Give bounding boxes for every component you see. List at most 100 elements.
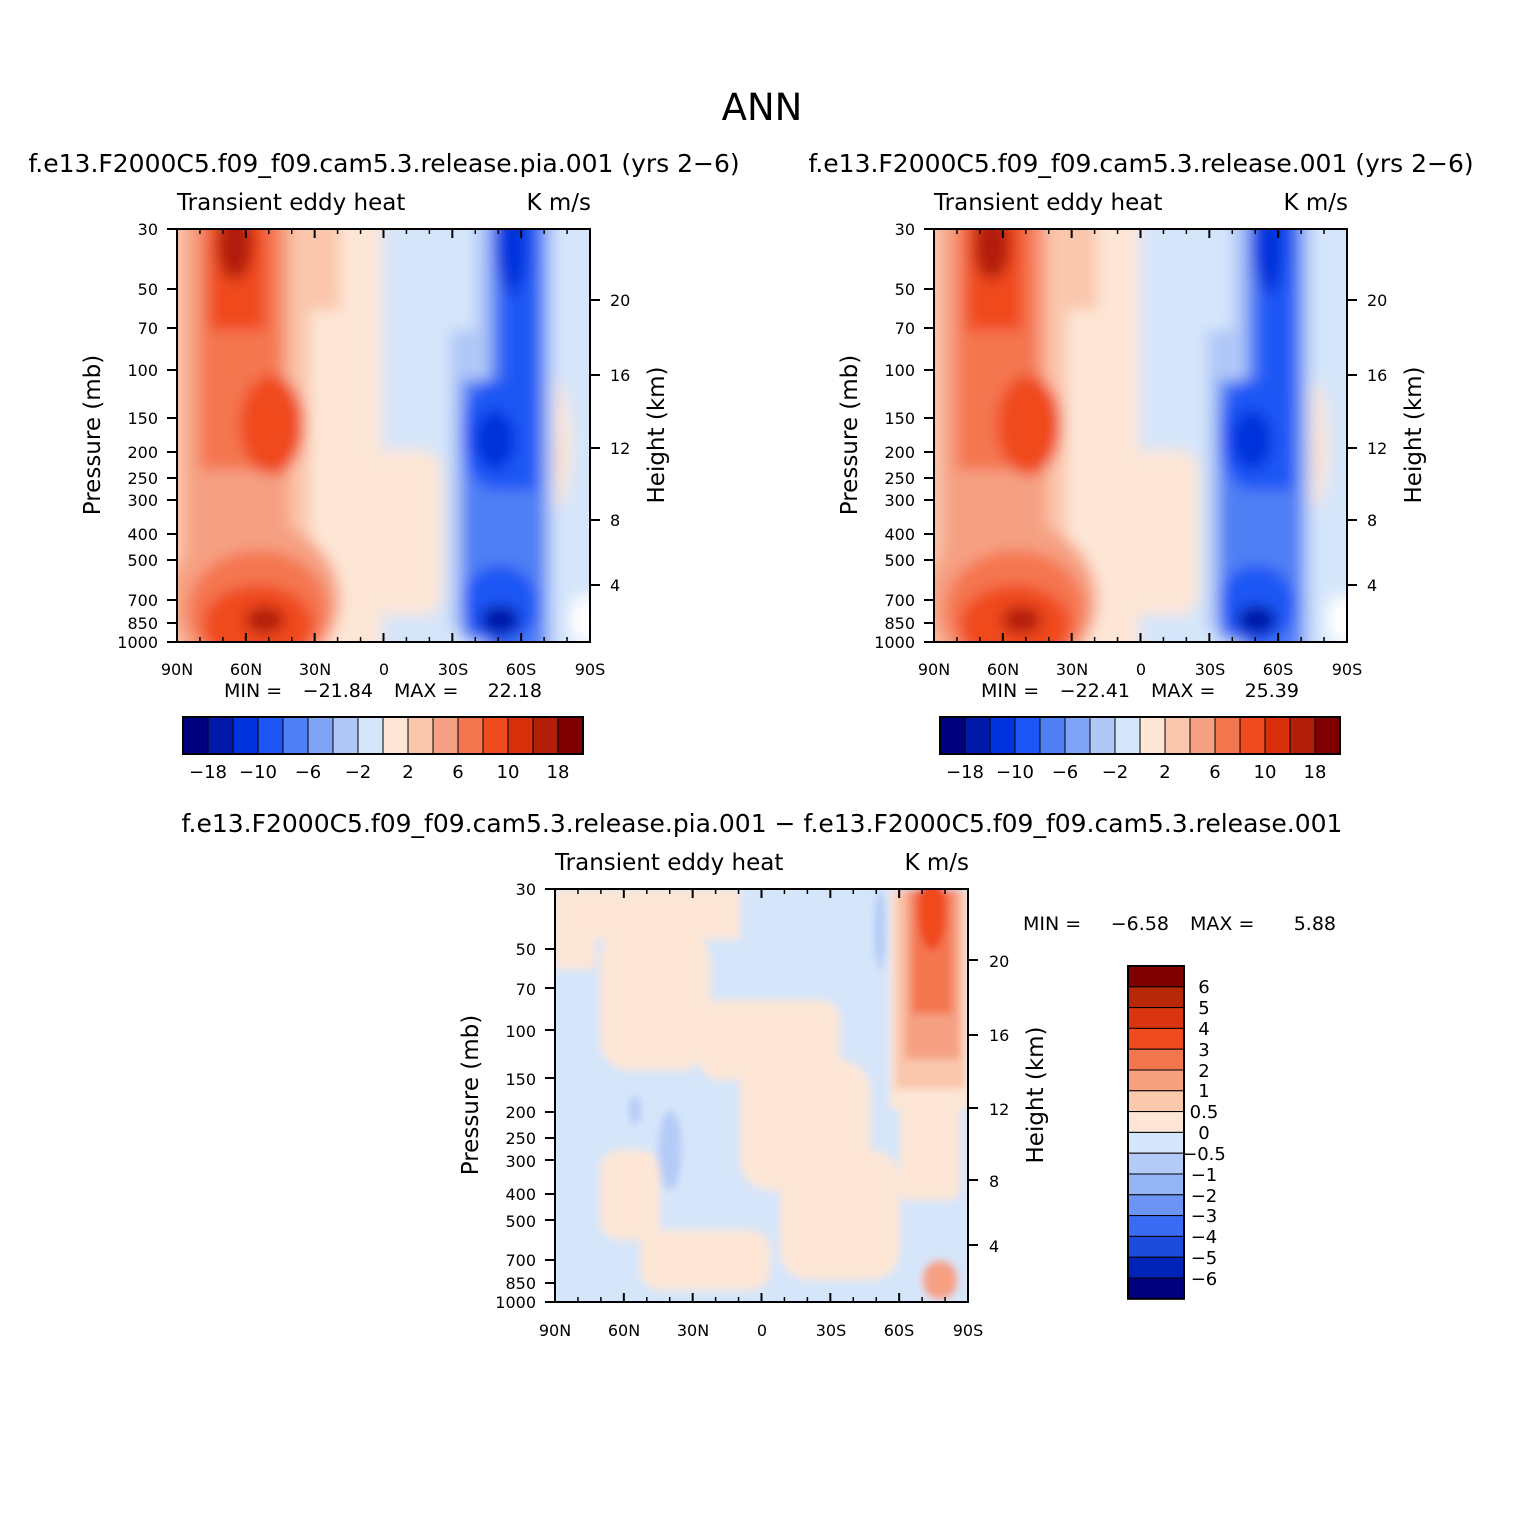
colorbar-label: −1 — [1191, 1165, 1218, 1186]
y-tick-label: 400 — [505, 1185, 536, 1204]
contour-field — [177, 229, 590, 642]
x-tick-label: 60N — [608, 1321, 640, 1340]
y-tick-label: 100 — [127, 361, 158, 380]
colorbar-swatch — [257, 716, 284, 755]
max-label: MAX = — [1151, 680, 1215, 702]
min-label: MIN = — [981, 680, 1039, 702]
x-tick-label: 90S — [1332, 660, 1363, 679]
colorbar-swatch — [1164, 716, 1191, 755]
y-right-tick-labels: 20 16 12 8 4 — [610, 291, 630, 595]
min-label: MIN = — [1023, 913, 1081, 935]
y-axis-title: Pressure (mb) — [837, 355, 863, 515]
y-tick-label: 1000 — [874, 633, 915, 652]
colorbar-label: 1 — [1198, 1081, 1209, 1102]
y-tick-label: 200 — [505, 1103, 536, 1122]
y-right-tick-label: 16 — [1367, 366, 1387, 385]
y-tick-label: 850 — [505, 1274, 536, 1293]
min-value: −6.58 — [1111, 913, 1169, 935]
colorbar-label: 6 — [1209, 762, 1220, 783]
colorbar-swatch — [1127, 1027, 1185, 1050]
y-tick-label: 150 — [127, 409, 158, 428]
panel-pia: f.e13.F2000C5.f09_f09.cam5.3.release.pia… — [28, 149, 739, 783]
panel-title: f.e13.F2000C5.f09_f09.cam5.3.release.pia… — [28, 149, 739, 178]
y-right-tick-label: 4 — [989, 1237, 999, 1256]
colorbar-swatch — [457, 716, 484, 755]
x-tick-label: 90N — [539, 1321, 571, 1340]
right-string: K m/s — [526, 190, 591, 216]
y-tick-labels: 30 50 70 100 150 200 250 300 400 500 700… — [117, 220, 158, 652]
y-right-axis-title: Height (km) — [1401, 366, 1427, 503]
colorbar-label: 5 — [1198, 998, 1209, 1019]
x-tick-label: 30N — [299, 660, 331, 679]
colorbar-swatch — [382, 716, 409, 755]
colorbar-swatch — [1127, 965, 1185, 988]
y-tick-label: 250 — [884, 469, 915, 488]
y-tick-label: 300 — [884, 491, 915, 510]
y-right-axis-title: Height (km) — [1023, 1026, 1049, 1163]
colorbar-swatch — [1127, 1090, 1185, 1113]
colorbar-swatch — [1127, 1235, 1185, 1258]
max-value: 25.39 — [1245, 680, 1299, 702]
y-right-axis-title: Height (km) — [644, 366, 670, 503]
panel-control: f.e13.F2000C5.f09_f09.cam5.3.release.001… — [808, 149, 1473, 783]
x-tick-label: 0 — [379, 660, 389, 679]
panel-title: f.e13.F2000C5.f09_f09.cam5.3.release.pia… — [182, 809, 1343, 838]
y-tick-label: 50 — [138, 280, 158, 299]
colorbar-frame — [939, 716, 1341, 755]
colorbar-label: 0 — [1198, 1123, 1209, 1144]
colorbar-swatch — [1314, 716, 1341, 755]
y-right-tick-label: 20 — [1367, 291, 1387, 310]
colorbar-label: −10 — [996, 762, 1034, 783]
colorbar-swatch — [1127, 1173, 1185, 1196]
y-right-tick-label: 8 — [610, 511, 620, 530]
colorbar — [939, 716, 1341, 755]
y-right-tick-labels: 20 16 12 8 4 — [989, 952, 1009, 1256]
colorbar-frame — [1127, 965, 1185, 1300]
y-right-tick-label: 12 — [1367, 439, 1387, 458]
colorbar-label: 2 — [1198, 1061, 1209, 1082]
figure-title: ANN — [722, 86, 803, 129]
colorbar-swatch — [1127, 1069, 1185, 1092]
y-right-tick-label: 16 — [989, 1026, 1009, 1045]
y-tick-label: 30 — [138, 220, 158, 239]
y-tick-label: 500 — [884, 551, 915, 570]
y-tick-label: 200 — [884, 443, 915, 462]
colorbar-swatch — [1064, 716, 1091, 755]
y-right-tick-labels: 20 16 12 8 4 — [1367, 291, 1387, 595]
y-tick-label: 50 — [516, 940, 536, 959]
colorbar-swatch — [1127, 1048, 1185, 1071]
colorbar-swatch — [1127, 1256, 1185, 1279]
y-tick-label: 700 — [505, 1251, 536, 1270]
colorbar-label: 6 — [1198, 977, 1209, 998]
colorbar-label: 10 — [497, 762, 520, 783]
colorbar-swatch — [207, 716, 234, 755]
colorbar-swatch — [1127, 1152, 1185, 1175]
colorbar-swatch — [282, 716, 309, 755]
x-tick-label: 60N — [987, 660, 1019, 679]
colorbar-label: 3 — [1198, 1040, 1209, 1061]
x-tick-labels: 90N 60N 30N 0 30S 60S 90S — [918, 660, 1362, 679]
x-tick-label: 90S — [953, 1321, 984, 1340]
max-label: MAX = — [394, 680, 458, 702]
colorbar-swatch — [1127, 1277, 1185, 1300]
y-tick-label: 100 — [505, 1022, 536, 1041]
y-tick-label: 70 — [516, 980, 536, 999]
colorbar-label: −10 — [239, 762, 277, 783]
min-value: −21.84 — [303, 680, 373, 702]
colorbar-swatch — [332, 716, 359, 755]
y-tick-label: 100 — [884, 361, 915, 380]
colorbar-label: −6 — [1052, 762, 1079, 783]
colorbar-label: 18 — [1304, 762, 1327, 783]
colorbar-label: −6 — [295, 762, 322, 783]
y-right-tick-label: 8 — [1367, 511, 1377, 530]
colorbar-swatch — [1289, 716, 1316, 755]
y-tick-label: 700 — [127, 591, 158, 610]
y-tick-label: 70 — [138, 319, 158, 338]
contour-field — [934, 229, 1347, 642]
colorbar-swatch — [532, 716, 559, 755]
colorbar-label: −2 — [345, 762, 372, 783]
y-axis-title: Pressure (mb) — [80, 355, 106, 515]
panel-difference: f.e13.F2000C5.f09_f09.cam5.3.release.pia… — [182, 809, 1343, 1340]
y-right-tick-label: 20 — [610, 291, 630, 310]
y-right-tick-label: 12 — [989, 1100, 1009, 1119]
